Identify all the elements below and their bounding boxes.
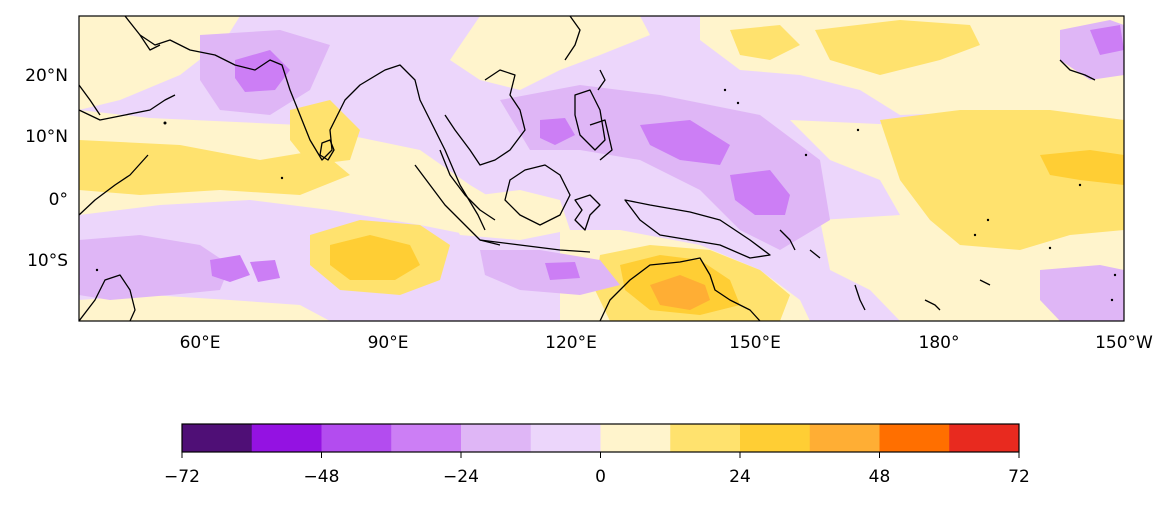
- colorbar-swatch: [391, 424, 462, 452]
- colorbar: −72 −48 −24 0 24 48 72: [164, 423, 1030, 487]
- lon-tick-label: 180°: [919, 333, 960, 353]
- colorbar-swatch: [740, 424, 811, 452]
- colorbar-swatches: [182, 424, 1020, 452]
- lon-tick-label: 150°E: [729, 333, 781, 353]
- lon-tick-label: 150°W: [1095, 333, 1153, 353]
- colorbar-ticks: [181, 452, 1020, 458]
- map-panel: 60°E 90°E 120°E 150°E 180° 150°W 20°N 10…: [25, 15, 1154, 353]
- colorbar-swatch: [809, 424, 880, 452]
- colorbar-tick-label: −48: [304, 467, 340, 487]
- lat-tick-label: 0°: [49, 190, 68, 210]
- lon-tick-label: 120°E: [545, 333, 597, 353]
- colorbar-tick-label: 72: [1008, 467, 1030, 487]
- colorbar-swatch: [461, 424, 532, 452]
- colorbar-swatch: [182, 424, 253, 452]
- coastlines: [79, 16, 1096, 321]
- colorbar-swatch: [879, 424, 950, 452]
- colorbar-swatch: [530, 424, 601, 452]
- colorbar-tick-label: 48: [869, 467, 891, 487]
- lon-axis: 60°E 90°E 120°E 150°E 180° 150°W: [180, 333, 1154, 353]
- colorbar-swatch: [321, 424, 392, 452]
- colorbar-tick-label: −24: [443, 467, 479, 487]
- lat-tick-label: 10°N: [25, 127, 68, 147]
- lat-tick-label: 20°N: [25, 66, 68, 86]
- colorbar-tick-label: −72: [164, 467, 200, 487]
- lon-tick-label: 60°E: [180, 333, 221, 353]
- colorbar-swatch: [251, 424, 322, 452]
- colorbar-tick-labels: −72 −48 −24 0 24 48 72: [164, 467, 1030, 487]
- lat-axis: 20°N 10°N 0° 10°S: [25, 66, 68, 271]
- anomaly-field: [79, 16, 1124, 321]
- lon-tick-label: 90°E: [368, 333, 409, 353]
- colorbar-swatch: [949, 424, 1020, 452]
- lat-tick-label: 10°S: [27, 251, 68, 271]
- colorbar-swatch: [670, 424, 741, 452]
- colorbar-tick-label: 24: [729, 467, 751, 487]
- colorbar-swatch: [600, 424, 671, 452]
- map-frame: [78, 15, 1125, 322]
- islands: [95, 88, 1117, 302]
- colorbar-tick-label: 0: [595, 467, 606, 487]
